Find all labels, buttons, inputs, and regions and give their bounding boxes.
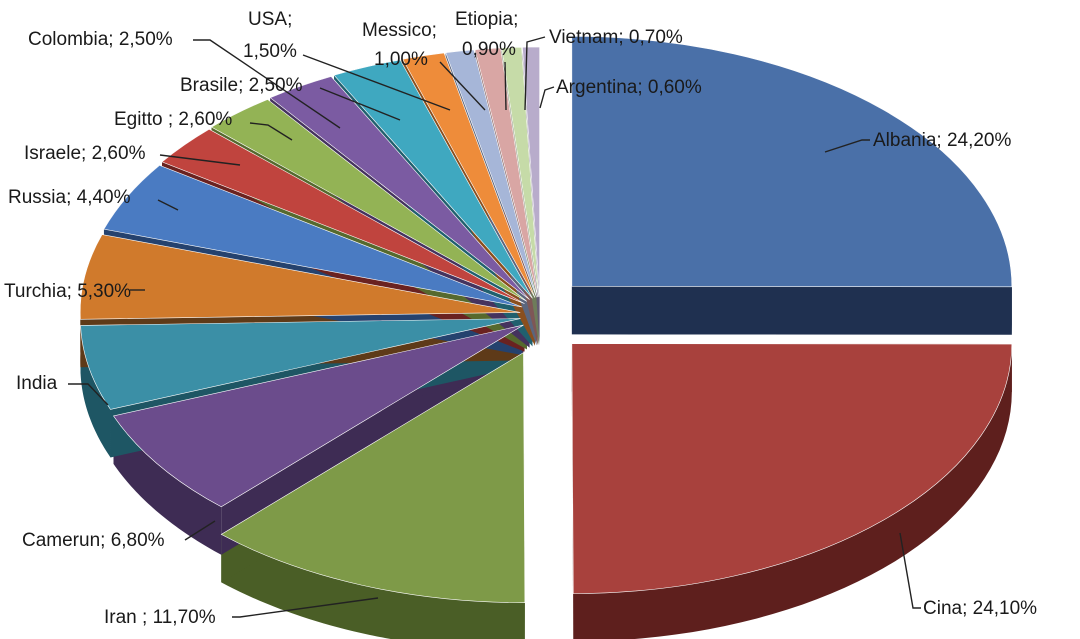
slice-brasile — [269, 76, 530, 300]
slice-iran — [220, 352, 526, 603]
label-messico-name: Messico; — [362, 20, 437, 41]
leader-etiopia — [504, 61, 507, 111]
label-colombia: Colombia; 2,50% — [28, 29, 173, 50]
label-brasile: Brasile; 2,50% — [180, 75, 303, 96]
label-turchia: Turchia; 5,30% — [4, 281, 131, 302]
leader-camerun — [184, 520, 216, 541]
slice-side-cina — [573, 344, 1012, 639]
leader-colombia — [193, 39, 341, 129]
leader-iran — [232, 597, 379, 618]
label-vietnam: Vietnam; 0,70% — [549, 27, 683, 48]
label-israele: Israele; 2,60% — [24, 143, 146, 164]
label-etiopia-name: Etiopia; — [455, 9, 518, 30]
slice-russia — [103, 164, 523, 308]
leader-israele — [159, 154, 241, 166]
leader-albania — [824, 139, 870, 153]
label-india: India — [16, 373, 58, 394]
label-etiopia: Etiopia; 0,90% — [455, 9, 524, 60]
label-cina: Cina; 24,10% — [923, 598, 1037, 619]
leader-argentina — [539, 86, 555, 109]
slice-etiopia — [474, 47, 539, 298]
slice-india — [80, 318, 521, 410]
slice-vietnam — [501, 46, 540, 298]
label-etiopia-value: 0,90% — [462, 39, 516, 60]
slice-albania — [571, 36, 1013, 288]
label-camerun: Camerun; 6,80% — [22, 530, 165, 551]
leader-lines — [68, 36, 921, 618]
slice-argentina — [522, 46, 540, 298]
slice-egitto — [210, 99, 528, 302]
label-egitto: Egitto ; 2,60% — [114, 109, 232, 130]
slice-cina — [571, 343, 1013, 594]
label-usa: USA; 1,50% — [243, 9, 298, 62]
label-usa-name: USA; — [248, 9, 292, 30]
slice-turchia — [79, 234, 521, 320]
label-usa-value: 1,50% — [243, 41, 297, 62]
slice-messico — [445, 49, 537, 298]
leader-messico — [439, 61, 486, 111]
leader-india — [68, 383, 109, 406]
slice-wall-b-albania — [571, 286, 1012, 335]
leader-egitto — [249, 122, 293, 141]
slice-colombia — [333, 59, 533, 299]
label-argentina: Argentina; 0,60% — [556, 77, 702, 98]
label-messico: Messico; 1,00% — [362, 20, 442, 70]
slice-usa — [402, 52, 536, 298]
leader-brasile — [319, 87, 401, 121]
pie-slices — [79, 36, 1013, 639]
slice-israele — [161, 128, 525, 304]
slice-labels: Albania; 24,20% Cina; 24,10% Iran ; 11,7… — [4, 9, 1037, 628]
leader-usa — [302, 54, 451, 111]
label-albania: Albania; 24,20% — [873, 130, 1011, 151]
leader-cina — [899, 532, 921, 609]
label-iran: Iran ; 11,70% — [104, 607, 216, 628]
label-russia: Russia; 4,40% — [8, 187, 131, 208]
leader-vietnam — [524, 36, 546, 111]
leader-russia — [157, 199, 179, 211]
slice-camerun — [113, 324, 524, 508]
label-messico-value: 1,00% — [374, 49, 428, 70]
slice-side-iran — [221, 534, 525, 639]
